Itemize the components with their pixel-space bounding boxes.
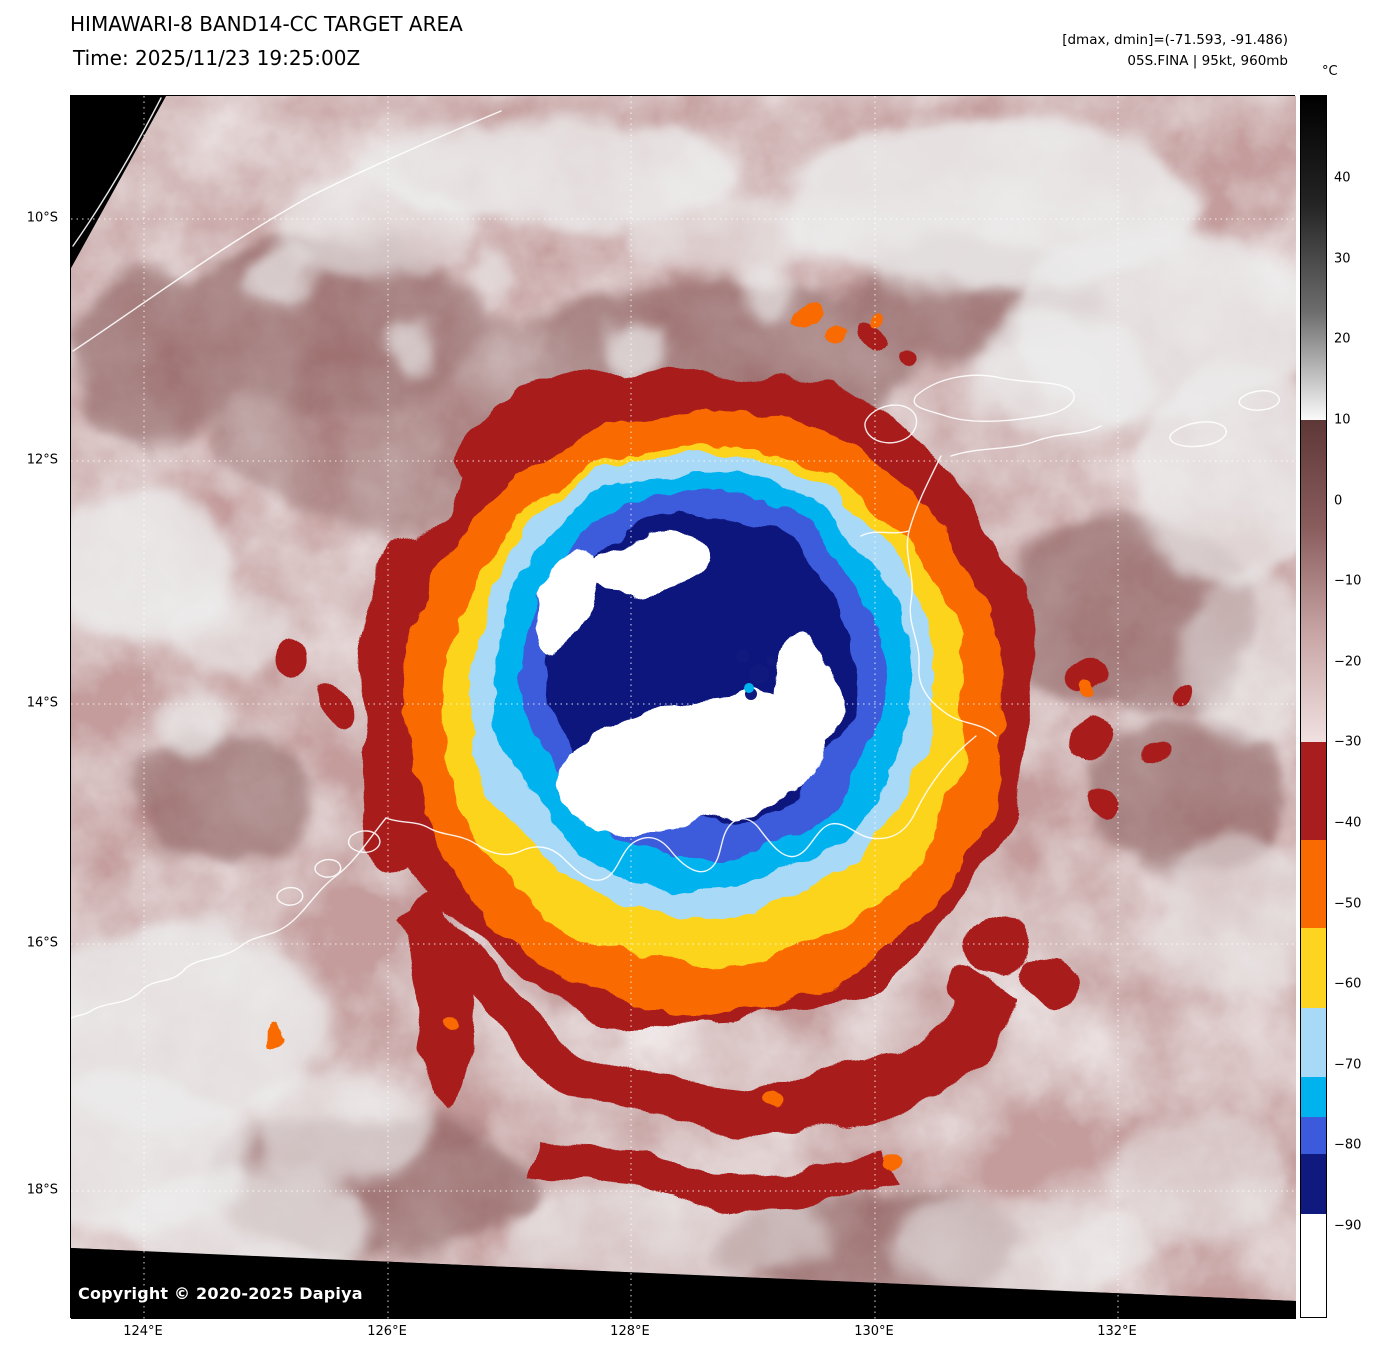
lat-tick-label: 12°S bbox=[26, 452, 58, 468]
colorbar-segment bbox=[1301, 420, 1326, 743]
coastline-island-east-2 bbox=[1238, 390, 1280, 411]
colorbar-tick-labels: 40 30 20 10 0 −10 −20 −30 −40 −50 −60 −70 −80 −90 bbox=[1334, 95, 1386, 1318]
lon-tick-label: 132°E bbox=[1097, 1324, 1137, 1339]
colorbar-segment bbox=[1301, 839, 1326, 929]
coastline-nt-west bbox=[906, 455, 997, 737]
colorbar-tick-label: −90 bbox=[1334, 1218, 1362, 1234]
coastline-melville-island bbox=[913, 374, 1075, 422]
lon-axis: 124°E 126°E 128°E 130°E 132°E bbox=[70, 1324, 1295, 1346]
coastline-king-sound bbox=[71, 967, 187, 1019]
colorbar-tick-label: 0 bbox=[1334, 493, 1343, 509]
dmax-dmin-label: [dmax, dmin]=(-71.593, -91.486) bbox=[1062, 32, 1288, 48]
coastline-bathurst-island bbox=[864, 404, 918, 444]
lat-tick-label: 14°S bbox=[26, 695, 58, 711]
colorbar-tick-label: −10 bbox=[1334, 573, 1362, 589]
colorbar-segment bbox=[1301, 96, 1326, 421]
colorbar-tick-label: −40 bbox=[1334, 815, 1362, 831]
coastline-kimberley-west bbox=[185, 817, 387, 969]
lon-tick-label: 130°E bbox=[854, 1324, 894, 1339]
storm-info-label: 05S.FINA | 95kt, 960mb bbox=[1127, 53, 1288, 69]
colorbar-segment bbox=[1301, 1008, 1326, 1078]
colorbar-segment bbox=[1301, 1153, 1326, 1215]
lat-tick-label: 16°S bbox=[26, 935, 58, 951]
colorbar-unit-label: °C bbox=[1322, 64, 1338, 79]
colorbar-tick-label: 10 bbox=[1334, 412, 1351, 428]
satellite-map bbox=[70, 95, 1296, 1319]
lat-axis: 10°S 12°S 14°S 16°S 18°S bbox=[0, 95, 64, 1318]
header-right: [dmax, dmin]=(-71.593, -91.486) 05S.FINA… bbox=[1062, 30, 1288, 72]
high-gray-cloud-masses bbox=[71, 116, 1296, 1296]
colorbar-tick-label: 30 bbox=[1334, 251, 1351, 267]
colorbar-tick-label: 20 bbox=[1334, 331, 1351, 347]
central-dense-overcast bbox=[533, 536, 838, 834]
image-title: HIMAWARI-8 BAND14-CC TARGET AREA bbox=[70, 12, 463, 36]
lon-tick-label: 124°E bbox=[123, 1324, 163, 1339]
satellite-image-svg bbox=[71, 96, 1296, 1319]
colorbar-tick-label: −80 bbox=[1334, 1137, 1362, 1153]
colorbar-segment bbox=[1301, 1117, 1326, 1155]
colorbar-tick-label: −50 bbox=[1334, 896, 1362, 912]
coastline-timor-west bbox=[72, 97, 162, 247]
colorbar-tick-label: −70 bbox=[1334, 1057, 1362, 1073]
colorbar-tick-label: 40 bbox=[1334, 170, 1351, 186]
colorbar bbox=[1300, 95, 1327, 1318]
gridlines bbox=[71, 96, 1296, 1319]
coastline-kimberley-north bbox=[385, 735, 977, 881]
colorbar-segments bbox=[1301, 96, 1326, 1317]
coastline-nt-north bbox=[950, 425, 1102, 457]
coastlines bbox=[71, 97, 1280, 1019]
coastline-island-1 bbox=[347, 830, 381, 853]
coastline-island-2 bbox=[314, 858, 342, 878]
colorbar-segment bbox=[1301, 1213, 1326, 1317]
colorbar-tick-label: −30 bbox=[1334, 734, 1362, 750]
colorbar-segment bbox=[1301, 742, 1326, 841]
copyright-watermark: Copyright © 2020-2025 Dapiya bbox=[78, 1284, 363, 1303]
lon-tick-label: 126°E bbox=[367, 1324, 407, 1339]
lat-tick-label: 18°S bbox=[26, 1182, 58, 1198]
colorbar-segment bbox=[1301, 927, 1326, 1009]
colorbar-tick-label: −60 bbox=[1334, 976, 1362, 992]
satellite-imagery bbox=[71, 96, 1296, 1301]
coastline-timor-south bbox=[72, 110, 502, 352]
coastline-inlet bbox=[860, 530, 910, 537]
lon-tick-label: 128°E bbox=[610, 1324, 650, 1339]
timestamp-label: Time: 2025/11/23 19:25:00Z bbox=[73, 46, 361, 70]
colorbar-segment bbox=[1301, 1077, 1326, 1118]
coastline-island-3 bbox=[276, 886, 304, 906]
colorbar-tick-label: −20 bbox=[1334, 654, 1362, 670]
eye-region-specks bbox=[736, 649, 776, 700]
lat-tick-label: 10°S bbox=[26, 210, 58, 226]
coastline-island-east-1 bbox=[1169, 421, 1227, 448]
